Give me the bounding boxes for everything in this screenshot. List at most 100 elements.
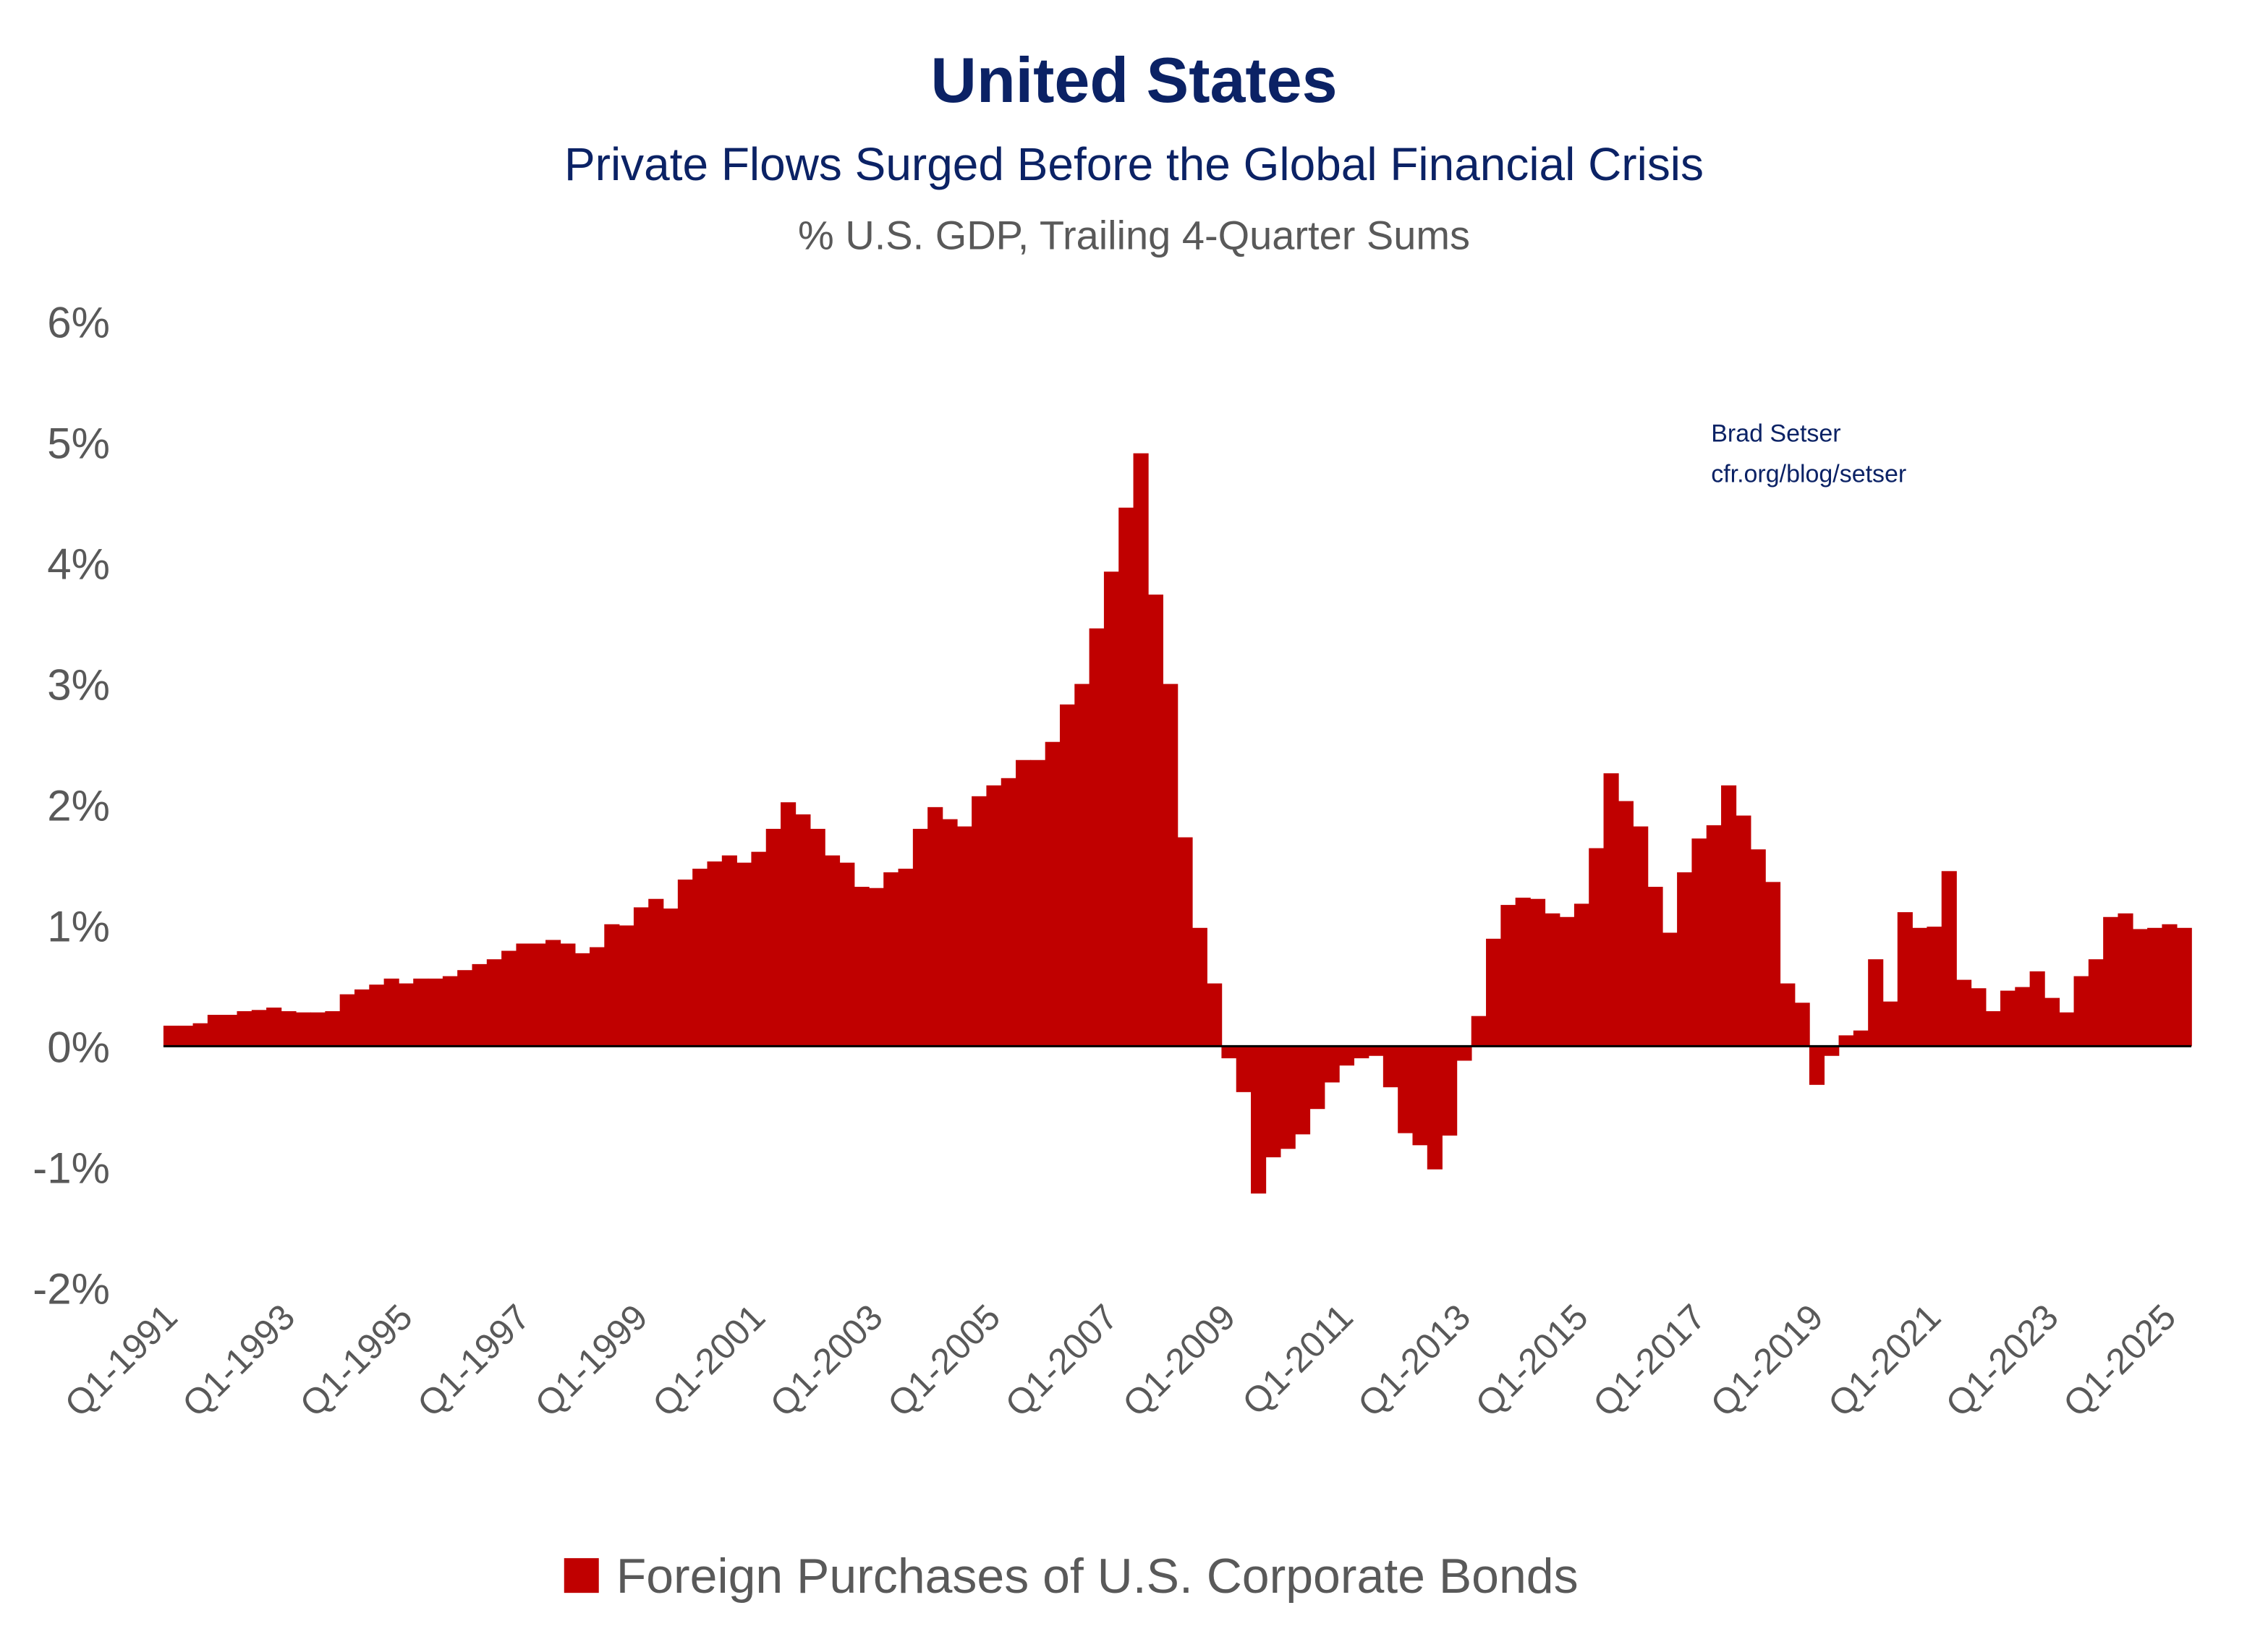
bar	[1853, 1030, 1869, 1047]
y-tick-label: 1%	[47, 902, 110, 950]
bar	[1236, 1046, 1252, 1092]
bar	[1882, 1001, 1898, 1047]
bar	[325, 1010, 341, 1047]
bar	[633, 907, 650, 1047]
bar	[912, 828, 928, 1047]
chart-units-note: % U.S. GDP, Trailing 4-Quarter Sums	[798, 213, 1470, 258]
chart-subtitle: Private Flows Surged Before the Global F…	[564, 138, 1704, 190]
bar	[207, 1014, 223, 1047]
y-tick-label: 2%	[47, 782, 110, 830]
bar	[339, 994, 355, 1047]
bar	[1074, 684, 1090, 1047]
bar	[854, 887, 870, 1047]
bar	[1103, 571, 1120, 1047]
bar	[1868, 959, 1884, 1047]
bar	[707, 861, 723, 1047]
x-tick-label: Q1-1997	[409, 1296, 538, 1424]
legend-label: Foreign Purchases of U.S. Corporate Bond…	[616, 1549, 1579, 1604]
bar	[1118, 507, 1134, 1047]
bar	[1354, 1046, 1369, 1059]
bar	[589, 947, 606, 1047]
bar	[1280, 1046, 1296, 1149]
y-tick-label: -2%	[33, 1264, 110, 1313]
bar	[281, 1010, 297, 1047]
bar	[2044, 997, 2060, 1047]
bar	[310, 1012, 326, 1047]
bar	[1324, 1046, 1340, 1083]
bar	[383, 978, 399, 1047]
bar	[1221, 1046, 1237, 1059]
bar	[530, 943, 546, 1047]
bar	[1794, 1003, 1810, 1047]
x-tick-label: Q1-1995	[292, 1296, 420, 1424]
bar	[677, 880, 693, 1047]
bar	[810, 828, 825, 1047]
bar	[472, 963, 488, 1047]
bar	[1456, 1046, 1472, 1061]
x-tick-label: Q1-1993	[174, 1296, 302, 1424]
bar	[1133, 453, 1149, 1047]
bar	[251, 1010, 267, 1047]
bar	[413, 978, 429, 1047]
y-axis: 6% 5% 4% 3% 2% 1% 0% -1% -2%	[33, 299, 110, 1314]
bar	[648, 898, 664, 1047]
x-tick-label: Q1-2011	[1234, 1296, 1360, 1422]
bar	[2059, 1012, 2075, 1047]
bar	[751, 851, 767, 1047]
bar	[1398, 1046, 1414, 1133]
bar	[1573, 903, 1590, 1047]
bar	[163, 1026, 179, 1047]
y-tick-label: 0%	[47, 1023, 110, 1071]
bar	[1589, 848, 1605, 1047]
legend: Foreign Purchases of U.S. Corporate Bond…	[564, 1549, 1579, 1604]
bar	[1515, 898, 1531, 1047]
bar	[222, 1014, 238, 1047]
bar	[927, 807, 943, 1047]
bar	[266, 1007, 282, 1047]
bar	[972, 796, 988, 1047]
bar	[1500, 905, 1516, 1047]
bar	[1691, 838, 1707, 1047]
bar	[1985, 1010, 2001, 1047]
y-tick-label: -1%	[33, 1144, 110, 1192]
bar	[295, 1012, 311, 1047]
y-tick-label: 3%	[47, 661, 110, 710]
x-tick-label: Q1-2001	[645, 1296, 773, 1424]
bar	[1824, 1046, 1840, 1056]
bar	[442, 976, 458, 1047]
bar	[1764, 882, 1781, 1047]
x-tick-label: Q1-2015	[1468, 1296, 1596, 1424]
bar	[2088, 959, 2104, 1047]
bar	[1471, 1016, 1487, 1047]
bar	[2029, 971, 2045, 1047]
bar	[501, 950, 517, 1047]
y-tick-label: 6%	[47, 299, 110, 347]
bar	[1559, 916, 1575, 1047]
bar	[883, 872, 899, 1047]
bar	[1177, 837, 1193, 1047]
bar	[1618, 801, 1634, 1047]
bar	[2118, 913, 2133, 1047]
bar	[1912, 927, 1928, 1047]
x-tick-label: Q1-1999	[527, 1296, 655, 1424]
bar	[1486, 938, 1502, 1047]
bar	[516, 943, 532, 1047]
bar	[604, 924, 620, 1047]
bar	[354, 989, 370, 1047]
bar	[1706, 825, 1722, 1047]
bar	[1207, 983, 1223, 1047]
chart-title: United States	[930, 44, 1337, 116]
x-tick-label: Q1-2019	[1703, 1296, 1831, 1424]
bar	[1838, 1035, 1854, 1047]
bar	[1309, 1046, 1325, 1110]
x-tick-label: Q1-2017	[1585, 1296, 1713, 1424]
bar	[2176, 927, 2192, 1047]
bar	[721, 855, 737, 1047]
bar	[1736, 815, 1751, 1047]
bar	[1294, 1046, 1311, 1135]
bar	[1529, 898, 1546, 1047]
bar	[736, 862, 752, 1047]
bar	[663, 908, 679, 1047]
y-tick-label: 4%	[47, 540, 110, 589]
